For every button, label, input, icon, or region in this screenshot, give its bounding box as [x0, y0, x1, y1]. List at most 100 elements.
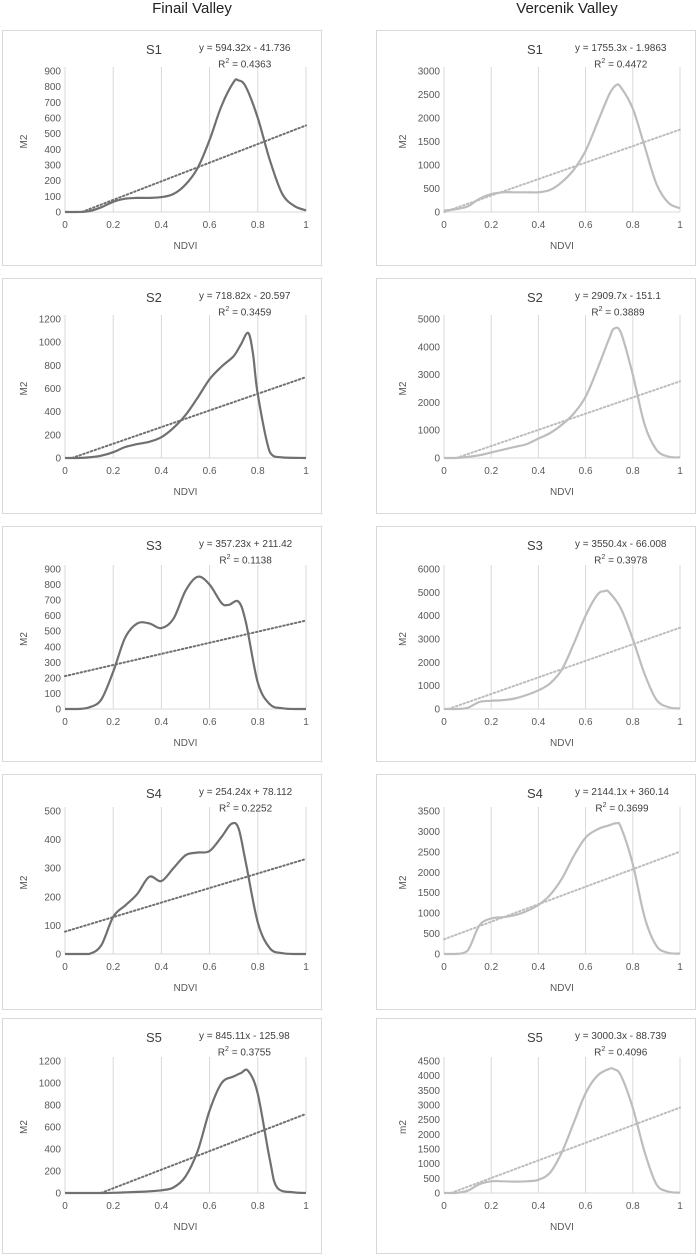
x-tick-label: 0.4 [531, 220, 545, 231]
y-tick-label: 1500 [418, 888, 441, 899]
x-tick-label: 0 [62, 220, 68, 231]
y-tick-label: 3000 [418, 370, 441, 381]
y-tick-label: 800 [44, 82, 61, 93]
y-tick-label: 700 [44, 596, 61, 607]
y-tick-label: 3500 [418, 807, 441, 818]
y-tick-label: 3000 [418, 635, 441, 646]
y-tick-label: 0 [434, 950, 440, 961]
y-tick-label: 600 [44, 1123, 61, 1134]
y-tick-label: 3000 [418, 827, 441, 838]
series-line-f4 [65, 821, 306, 956]
chart-svg-v4: 0 500 1000 1500 2000 2500 3000 3500 0 0.2 0.4 0.6 0.… [398, 807, 683, 995]
x-tick-label: 0.8 [251, 220, 265, 231]
y-tick-label: 600 [44, 384, 61, 395]
chart-panel-v2: 0 1000 2000 3000 4000 5000 0 0.2 0.4 0.6 0.8 1 NDVI M… [376, 278, 696, 514]
trendline-v5 [449, 1106, 681, 1194]
r-squared-text: R2 = 0.3699 [595, 802, 649, 815]
y-tick-label: 3500 [418, 1086, 441, 1097]
y-tick-label: 6000 [418, 565, 441, 576]
x-tick-label: 1 [677, 1201, 683, 1212]
chart-svg-f4: 0 100 200 300 400 500 0 0.2 0.4 0.6 0.8 1 NDVI M2 [19, 807, 309, 995]
y-tick-label: 2000 [418, 114, 441, 125]
y-tick-label: 1000 [418, 909, 441, 920]
chart-title: S2 [146, 290, 162, 305]
finail-valley-header: Finail Valley [152, 0, 232, 17]
series-line-f5 [65, 1068, 307, 1195]
chart-title: S2 [527, 290, 543, 305]
y-tick-label: 0 [55, 950, 61, 961]
y-tick-label: 600 [44, 611, 61, 622]
x-tick-label: 0.8 [626, 1201, 640, 1212]
y-axis-label: M2 [398, 632, 409, 646]
y-tick-label: 1500 [418, 1145, 441, 1156]
r-squared-text: R2 = 0.3889 [591, 306, 645, 319]
y-axis-label: m2 [398, 1120, 409, 1134]
x-tick-label: 0.6 [203, 717, 217, 728]
x-tick-label: 0 [441, 717, 447, 728]
x-tick-label: 0.6 [203, 1201, 217, 1212]
series-line-v1 [443, 83, 681, 212]
x-tick-label: 0.8 [251, 717, 265, 728]
trend-equation: y = 3000.3x - 88.739 R2 = 0.4096 [575, 1030, 666, 1059]
chart-panel-f1: 0 100 200 300 400 500 600 700 800 900 0 0.2 0.4 0.6 0.… [2, 30, 322, 266]
x-tick-label: 0.8 [626, 220, 640, 231]
series-line-v3 [444, 589, 681, 711]
y-tick-label: 300 [44, 658, 61, 669]
y-axis-label: M2 [398, 381, 409, 395]
vercenik-valley-header: Vercenik Valley [516, 0, 618, 17]
y-tick-label: 900 [44, 565, 61, 576]
x-axis-label: NDVI [550, 1222, 574, 1233]
x-tick-label: 0.2 [106, 962, 120, 973]
chart-svg-f1: 0 100 200 300 400 500 600 700 800 900 0 0.2 0.4 0.6 0.… [19, 67, 309, 253]
chart-title: S5 [146, 1030, 162, 1045]
chart-panel-v5: 0 500 1000 1500 2000 2500 3000 3500 4000 4500 0 0.2… [376, 1018, 696, 1254]
y-tick-label: 200 [44, 892, 61, 903]
x-tick-label: 0.8 [626, 717, 640, 728]
y-tick-label: 500 [44, 627, 61, 638]
y-tick-label: 500 [44, 129, 61, 140]
r-squared-text: R2 = 0.3459 [218, 306, 272, 319]
y-tick-label: 300 [44, 864, 61, 875]
x-tick-label: 0.6 [203, 466, 217, 477]
chart-title: S4 [527, 786, 543, 801]
x-tick-label: 0.8 [626, 466, 640, 477]
y-tick-label: 4000 [418, 1071, 441, 1082]
y-tick-label: 3000 [418, 1101, 441, 1112]
x-tick-label: 0.8 [626, 962, 640, 973]
x-tick-label: 1 [303, 220, 309, 231]
x-tick-label: 1 [677, 466, 683, 477]
y-tick-label: 0 [434, 454, 440, 465]
y-tick-label: 0 [434, 705, 440, 716]
y-tick-label: 500 [423, 1174, 440, 1185]
trendline-f2 [70, 376, 307, 459]
x-tick-label: 1 [303, 962, 309, 973]
chart-title: S4 [146, 786, 162, 801]
y-tick-label: 4500 [418, 1057, 441, 1068]
x-tick-label: 0.4 [531, 962, 545, 973]
trendline-f1 [80, 124, 307, 213]
x-tick-label: 1 [677, 717, 683, 728]
chart-title: S3 [146, 538, 162, 553]
y-tick-label: 5000 [418, 315, 441, 326]
series-line-f1 [64, 78, 307, 214]
y-axis-label: M2 [19, 1120, 30, 1134]
x-tick-label: 0.2 [484, 466, 498, 477]
x-axis-label: NDVI [550, 487, 574, 498]
y-tick-label: 2500 [418, 1115, 441, 1126]
y-tick-label: 400 [44, 1145, 61, 1156]
x-axis-label: NDVI [550, 983, 574, 994]
x-tick-label: 1 [303, 466, 309, 477]
chart-svg-f5: 0 200 400 600 800 1000 1200 0 0.2 0.4 0.6 0.8 1 NDVI M… [19, 1057, 309, 1234]
y-tick-label: 900 [44, 67, 61, 78]
y-tick-label: 5000 [418, 588, 441, 599]
trendline-v3 [447, 626, 681, 710]
y-tick-label: 1500 [418, 137, 441, 148]
x-tick-label: 0.8 [251, 1201, 265, 1212]
y-tick-label: 400 [44, 407, 61, 418]
r-squared-text: R2 = 0.3978 [594, 554, 648, 567]
series-line-v4 [444, 821, 681, 956]
y-tick-label: 1200 [39, 315, 62, 326]
y-tick-label: 100 [44, 192, 61, 203]
chart-panel-f3: 0 100 200 300 400 500 600 700 800 900 0 0.2 0.4 0.6 0.… [2, 526, 322, 762]
y-tick-label: 4000 [418, 342, 441, 353]
